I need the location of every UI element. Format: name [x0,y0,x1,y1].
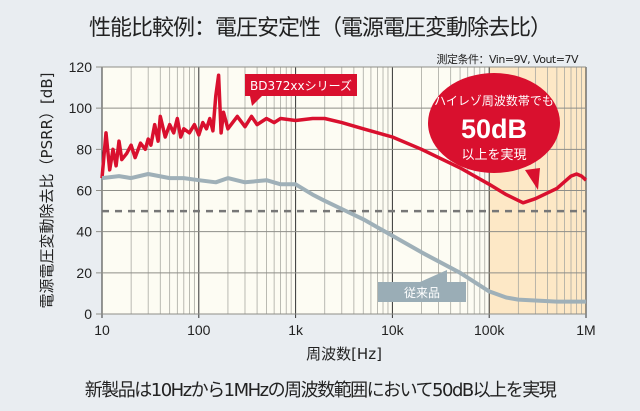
x-tick-label: 100k [474,322,505,338]
callout-bubble [428,73,560,173]
callout-text-line1: ハイレゾ周波数帯でも [434,93,554,108]
y-tick-label: 60 [76,183,92,199]
x-tick-label: 100 [187,322,211,338]
series-label-pointer [420,270,447,282]
footer-caption: 新製品は10Hzから1MHzの周波数範囲において50dB以上を実現 [84,380,557,401]
series-label-bd372xx: BD372xxシリーズ [250,78,352,93]
y-tick-label: 0 [84,306,92,322]
x-tick-label: 10k [381,322,405,338]
page-title: 性能比較例：電圧安定性（電源電圧変動除去比） [88,16,552,41]
callout-text-50db: 50dB [461,114,527,144]
y-tick-label: 20 [76,265,92,281]
series-label-box-bd372xx [245,74,357,96]
y-tick-label: 80 [76,141,92,157]
x-tick-label: 10 [94,322,110,338]
series-label-pointer [250,96,262,106]
callout-text-line2: 以上を実現 [461,147,526,163]
callout-pointer [525,168,540,190]
y-tick-label: 100 [69,100,93,116]
series-label-conventional: 従来品 [404,286,440,300]
y-axis-label: 電源電圧変動除去比（PSRR）[dB] [38,73,56,309]
x-tick-label: 1k [288,322,304,338]
y-tick-label: 40 [76,224,92,240]
x-axis-label: 周波数[Hz] [306,345,382,363]
x-tick-label: 1M [576,322,595,338]
measurement-condition: 測定条件：Vin=9V, Vout=7V [436,53,579,66]
series-label-box-conventional [378,282,466,302]
y-tick-label: 120 [69,59,93,75]
